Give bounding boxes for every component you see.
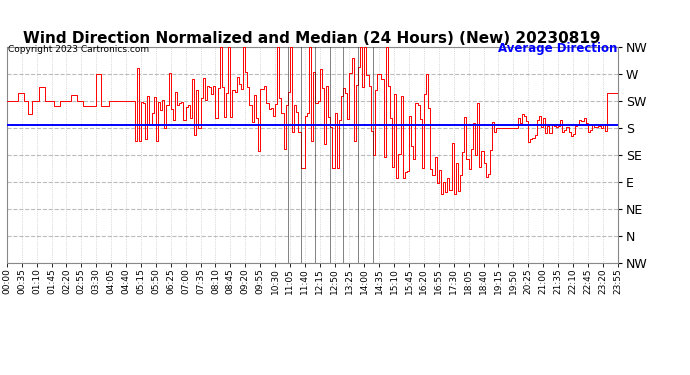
Text: Copyright 2023 Cartronics.com: Copyright 2023 Cartronics.com — [8, 45, 150, 54]
Text: Average Direction: Average Direction — [498, 42, 618, 55]
Title: Wind Direction Normalized and Median (24 Hours) (New) 20230819: Wind Direction Normalized and Median (24… — [23, 31, 601, 46]
